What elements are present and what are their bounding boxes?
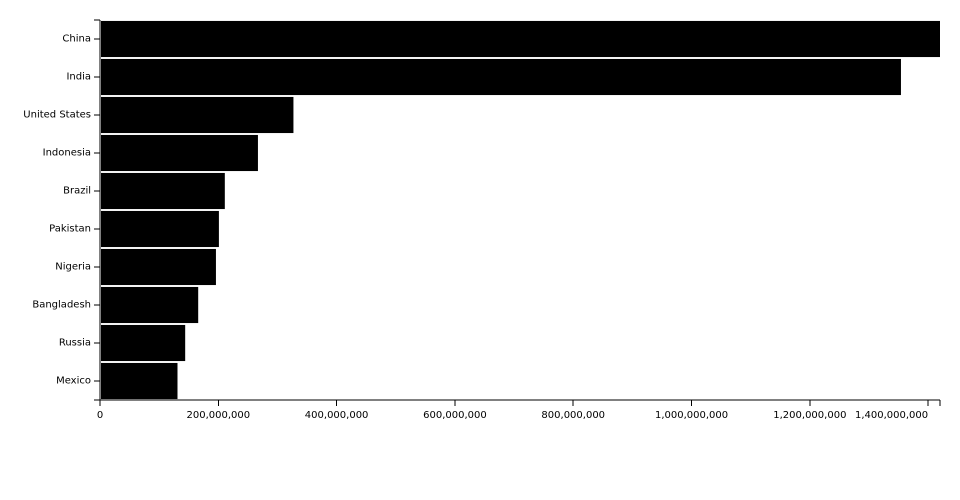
x-tick-label: 600,000,000 [423,410,487,421]
bar-india [101,58,901,96]
x-tick-label: 1,400,000,000 [855,410,928,421]
y-tick-label: India [66,72,91,83]
bar-pakistan [101,210,219,248]
y-tick-label: Pakistan [49,224,91,235]
bar-nigeria [101,248,216,286]
y-tick-label: Russia [59,338,91,349]
bar-indonesia [101,134,258,172]
bars-group [101,20,940,400]
bar-mexico [101,362,178,400]
y-tick-label: Indonesia [43,148,91,159]
bar-bangladesh [101,286,199,324]
x-axis: 0 200,000,000 400,000,000 600,000,000 800,00… [97,399,941,421]
bar-brazil [101,172,225,210]
y-tick-label: Brazil [63,186,91,197]
x-tick-label: 200,000,000 [186,410,250,421]
bar-russia [101,324,186,362]
bar-china [101,20,940,58]
x-tick-label: 1,000,000,000 [655,410,728,421]
x-tick-label: 800,000,000 [541,410,605,421]
y-tick-label: United States [23,110,91,121]
x-tick-label: 400,000,000 [305,410,369,421]
x-tick-label: 0 [97,410,103,421]
y-axis: China India United States Indonesia Brazil Pa… [23,19,101,401]
bar-united-states [101,96,294,134]
x-tick-label: 1,200,000,000 [773,410,846,421]
y-tick-label: Nigeria [55,262,91,273]
y-tick-label: China [62,34,91,45]
y-tick-label: Mexico [56,376,91,387]
y-tick-label: Bangladesh [32,300,91,311]
